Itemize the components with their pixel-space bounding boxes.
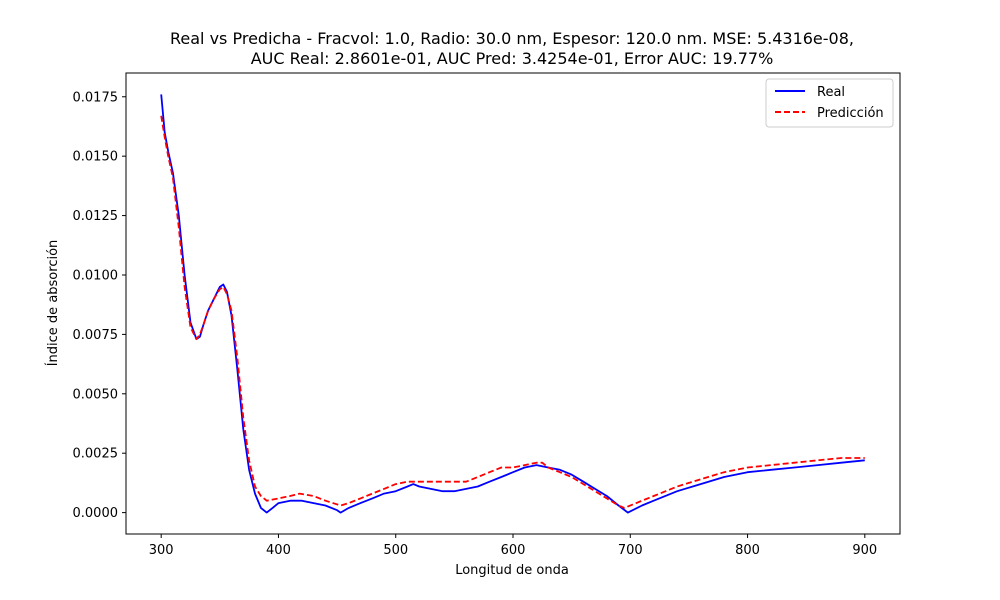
y-axis: 0.0000 0.0025 0.0050 0.0075 0.0100 0.0125 0.01… xyxy=(73,90,126,521)
chart-title-line-1: Real vs Predicha - Fracvol: 1.0, Radio: … xyxy=(170,29,854,48)
x-tick-label: 400 xyxy=(266,543,291,558)
y-tick-label: 0.0175 xyxy=(73,90,119,105)
legend-label-real: Real xyxy=(817,85,845,100)
x-axis-label: Longitud de onda xyxy=(455,563,569,578)
legend: Real Predicción xyxy=(765,78,894,128)
series-line-prediccion xyxy=(160,115,865,509)
y-tick-label: 0.0100 xyxy=(73,268,119,283)
x-tick-label: 600 xyxy=(501,543,526,558)
y-tick-label: 0.0150 xyxy=(73,150,119,165)
y-tick-label: 0.0125 xyxy=(73,209,119,224)
chart-title-line-2: AUC Real: 2.8601e-01, AUC Pred: 3.4254e-… xyxy=(251,49,774,68)
x-tick-label: 700 xyxy=(618,543,643,558)
legend-label-prediccion: Predicción xyxy=(817,106,884,121)
y-tick-label: 0.0075 xyxy=(73,328,119,343)
x-tick-label: 500 xyxy=(383,543,408,558)
y-tick-label: 0.0000 xyxy=(73,506,119,521)
x-tick-label: 800 xyxy=(735,543,760,558)
y-tick-label: 0.0025 xyxy=(73,447,119,462)
x-tick-label: 300 xyxy=(149,543,174,558)
x-tick-label: 900 xyxy=(852,543,877,558)
x-axis: 300 400 500 600 700 800 900 xyxy=(149,534,877,558)
y-tick-label: 0.0050 xyxy=(73,387,119,402)
y-axis-label: Índice de absorción xyxy=(45,240,61,367)
